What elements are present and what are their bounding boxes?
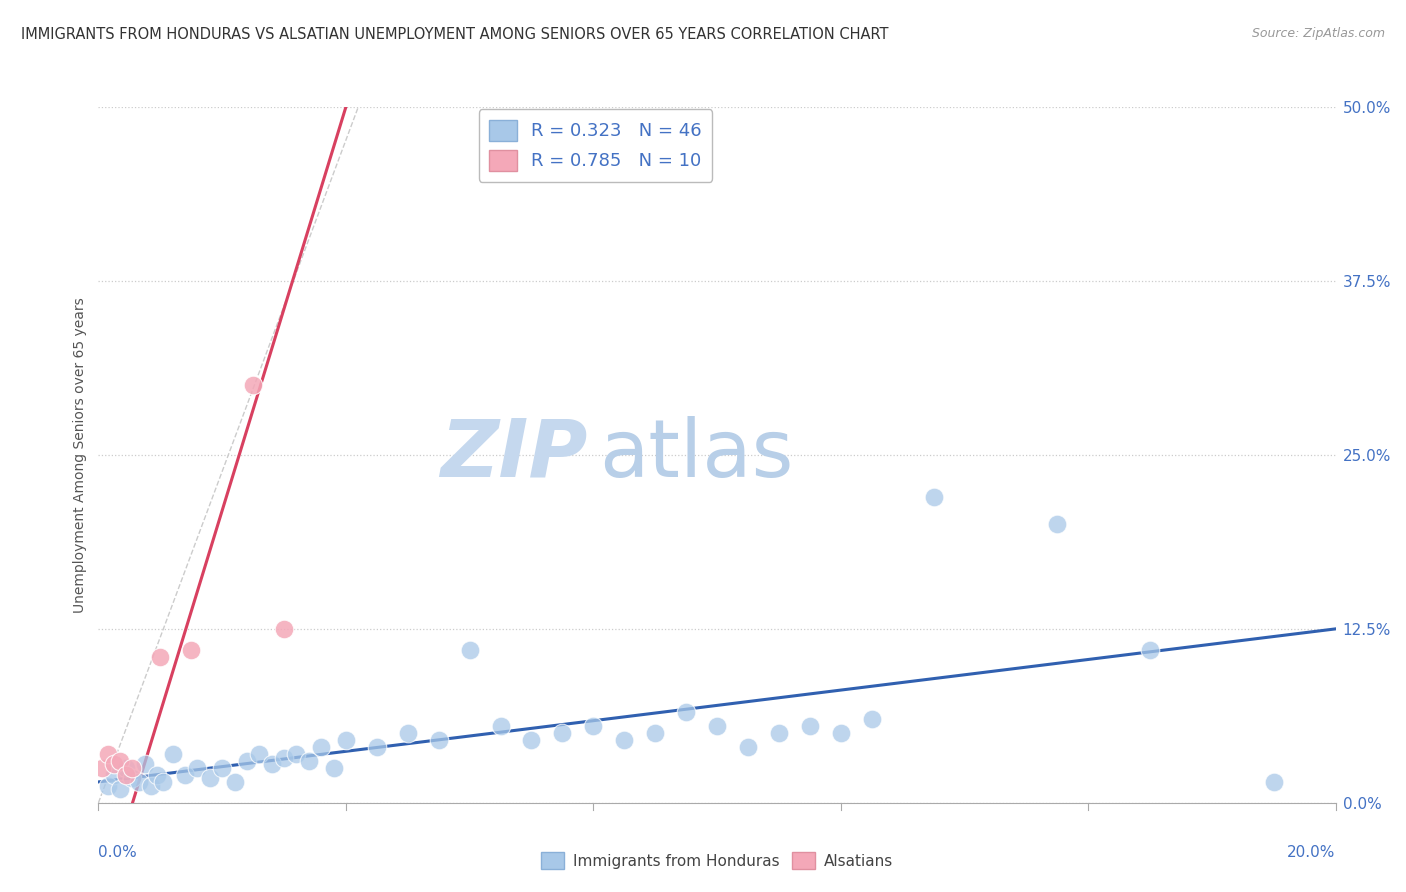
Point (121, 771, 143, 785)
Point (247, 747, 270, 761)
Point (97, 747, 120, 761)
Point (211, 761, 233, 775)
Point (706, 719, 728, 733)
Point (103, 756, 125, 771)
Point (97, 779, 120, 793)
Text: 20.0%: 20.0% (1288, 845, 1336, 860)
Point (799, 719, 821, 733)
Point (830, 726, 852, 740)
Point (149, 649, 172, 664)
Point (644, 726, 666, 740)
Point (309, 740, 332, 755)
Point (146, 768, 169, 782)
Point (675, 706, 697, 720)
Point (121, 761, 143, 775)
Point (162, 747, 184, 761)
Text: 0.0%: 0.0% (98, 845, 138, 860)
Point (236, 754, 259, 768)
Point (860, 712, 883, 726)
Point (198, 771, 221, 785)
Text: ZIP: ZIP (440, 416, 588, 494)
Text: atlas: atlas (599, 416, 794, 494)
Point (489, 719, 512, 733)
Point (134, 756, 156, 771)
Point (458, 642, 481, 657)
Point (737, 740, 759, 755)
Point (1263, 775, 1285, 789)
Point (115, 761, 138, 775)
Legend: Immigrants from Honduras, Alsatians: Immigrants from Honduras, Alsatians (534, 847, 900, 875)
Point (582, 719, 605, 733)
Point (103, 768, 125, 782)
Point (922, 490, 945, 504)
Point (322, 761, 344, 775)
Point (768, 726, 790, 740)
Point (174, 768, 197, 782)
Point (186, 761, 208, 775)
Point (551, 726, 574, 740)
Text: IMMIGRANTS FROM HONDURAS VS ALSATIAN UNEMPLOYMENT AMONG SENIORS OVER 65 YEARS CO: IMMIGRANTS FROM HONDURAS VS ALSATIAN UNE… (21, 27, 889, 42)
Text: Source: ZipAtlas.com: Source: ZipAtlas.com (1251, 27, 1385, 40)
Point (128, 775, 150, 789)
Point (298, 754, 321, 768)
Point (335, 733, 357, 747)
Point (427, 733, 450, 747)
Point (242, 378, 264, 392)
Point (108, 781, 131, 796)
Point (520, 733, 543, 747)
Point (180, 642, 202, 657)
Point (1139, 642, 1161, 657)
Point (108, 754, 131, 768)
Point (285, 747, 308, 761)
Point (260, 756, 283, 771)
Point (224, 775, 246, 789)
Point (90, 761, 112, 775)
Point (139, 779, 162, 793)
Point (1046, 517, 1069, 532)
Point (613, 733, 636, 747)
Point (273, 751, 295, 765)
Y-axis label: Unemployment Among Seniors over 65 years: Unemployment Among Seniors over 65 years (73, 297, 87, 613)
Point (366, 740, 388, 755)
Point (115, 768, 138, 782)
Point (273, 622, 295, 636)
Point (152, 775, 174, 789)
Point (396, 726, 419, 740)
